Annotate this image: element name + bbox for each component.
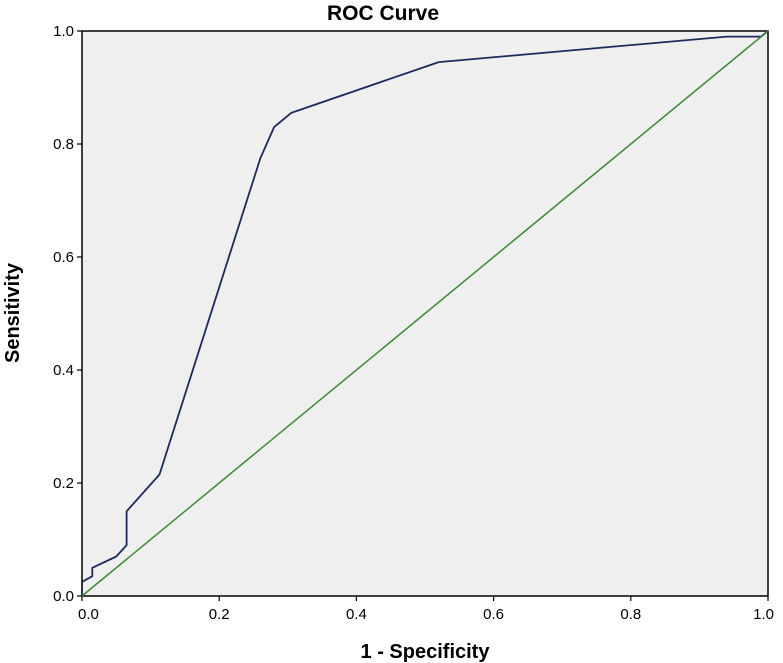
y-tick-label: 0.0 <box>53 588 74 605</box>
y-tick-label: 0.6 <box>53 249 74 266</box>
chart-title: ROC Curve <box>327 2 439 25</box>
reference-line <box>81 30 769 597</box>
y-tick-label: 0.2 <box>53 475 74 492</box>
x-tick-label: 0.8 <box>620 606 641 623</box>
x-tick-label: 0.2 <box>209 606 230 623</box>
y-axis: 0.0 0.2 0.4 0.6 0.8 1.0 <box>53 23 82 605</box>
y-axis-label: Sensitivity <box>2 262 24 363</box>
x-tick-label: 1.0 <box>753 606 774 623</box>
x-tick-label: 0.4 <box>346 606 367 623</box>
x-tick-label: 0.6 <box>483 606 504 623</box>
x-axis-label: 1 - Specificity <box>361 641 491 663</box>
y-tick-label: 1.0 <box>53 23 74 40</box>
x-axis: 0.0 0.2 0.4 0.6 0.8 1.0 <box>78 596 774 623</box>
y-tick-label: 0.4 <box>53 362 74 379</box>
y-tick-label: 0.8 <box>53 136 74 153</box>
series-layer <box>81 30 769 597</box>
roc-curve-line <box>81 30 769 596</box>
x-tick-label: 0.0 <box>78 606 99 623</box>
